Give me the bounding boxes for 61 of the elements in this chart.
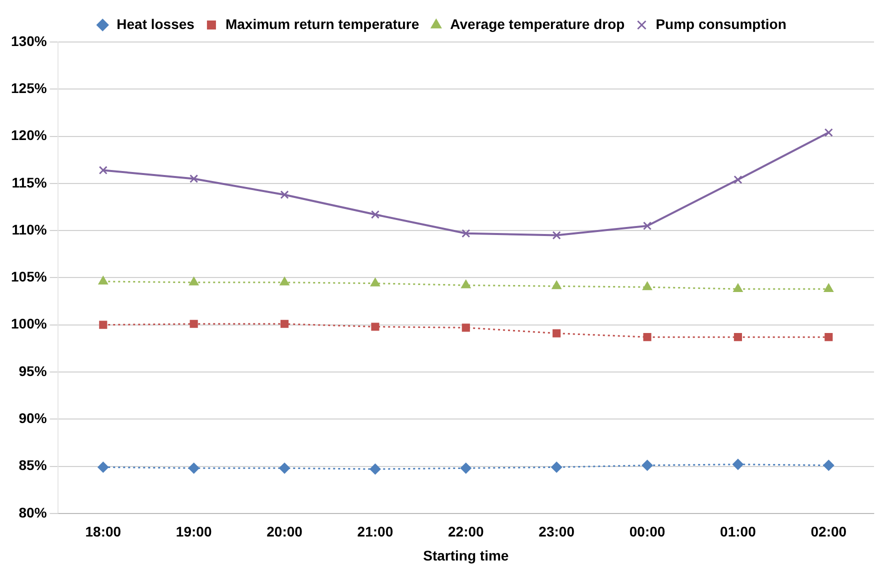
x-tick-label: 23:00: [538, 524, 575, 540]
legend-label: Pump consumption: [656, 16, 786, 32]
point: [370, 464, 381, 475]
point: [824, 128, 833, 137]
x-tick-label: 00:00: [629, 524, 666, 540]
point: [462, 324, 470, 332]
point: [460, 462, 472, 474]
x-tick-label: 20:00: [266, 524, 303, 540]
y-tick-label: 110%: [12, 221, 48, 238]
point: [370, 278, 380, 286]
point: [734, 175, 742, 184]
point: [280, 276, 290, 286]
point: [733, 284, 743, 292]
y-tick-label: 85%: [18, 457, 48, 474]
y-tick-label: 105%: [10, 268, 48, 285]
point: [371, 322, 380, 331]
x-tick-label: 22:00: [448, 524, 484, 540]
point: [551, 462, 562, 473]
x-tick-label: 21:00: [357, 524, 394, 540]
x-tick-label: 18:00: [85, 524, 122, 540]
point: [642, 282, 652, 290]
y-tick-label: 80%: [18, 504, 48, 520]
y-tick-label: 115%: [12, 174, 48, 190]
point: [824, 333, 833, 342]
point: [461, 280, 471, 288]
y-tick-label: 100%: [10, 316, 48, 332]
point: [280, 320, 289, 328]
point: [643, 333, 652, 342]
y-tick-label: 130%: [10, 32, 48, 49]
point: [279, 462, 290, 474]
point: [462, 229, 470, 238]
legend-label: Average temperature drop: [450, 16, 625, 32]
point: [642, 222, 652, 230]
point: [734, 333, 742, 342]
point: [732, 458, 744, 470]
point: [642, 460, 653, 471]
point: [190, 320, 198, 328]
y-tick-label: 95%: [18, 362, 48, 379]
x-tick-label: 19:00: [176, 524, 212, 540]
point: [370, 210, 380, 219]
point: [552, 329, 561, 338]
y-tick-label: 120%: [10, 127, 48, 144]
point: [188, 462, 200, 474]
point: [552, 280, 562, 290]
point: [190, 174, 198, 183]
point: [280, 190, 289, 200]
point: [824, 284, 834, 292]
point: [99, 320, 108, 329]
legend-label: Heat losses: [116, 16, 195, 32]
point: [189, 276, 199, 286]
point: [552, 230, 561, 240]
point: [98, 166, 108, 175]
y-tick-label: 90%: [18, 410, 48, 426]
legend-label: Maximum return temperature: [225, 16, 420, 32]
x-axis-title: Starting time: [423, 547, 509, 564]
point: [823, 460, 834, 471]
point: [98, 462, 109, 473]
x-tick-label: 01:00: [720, 524, 756, 540]
point: [98, 276, 108, 284]
y-tick-label: 125%: [10, 80, 48, 96]
x-tick-label: 02:00: [810, 524, 847, 540]
